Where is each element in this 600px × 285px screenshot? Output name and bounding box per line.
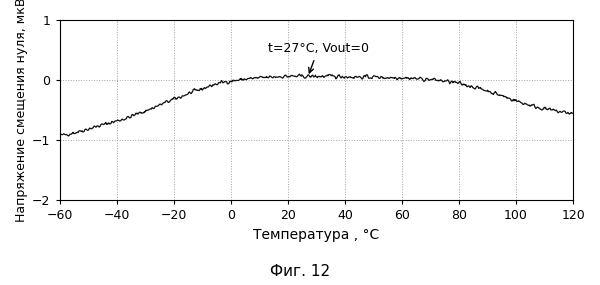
X-axis label: Температура , °C: Температура , °C (253, 227, 379, 241)
Text: t=27°C, Vout=0: t=27°C, Vout=0 (268, 42, 369, 73)
Text: Фиг. 12: Фиг. 12 (270, 264, 330, 279)
Y-axis label: Напряжение смещения нуля, мкВ: Напряжение смещения нуля, мкВ (15, 0, 28, 222)
